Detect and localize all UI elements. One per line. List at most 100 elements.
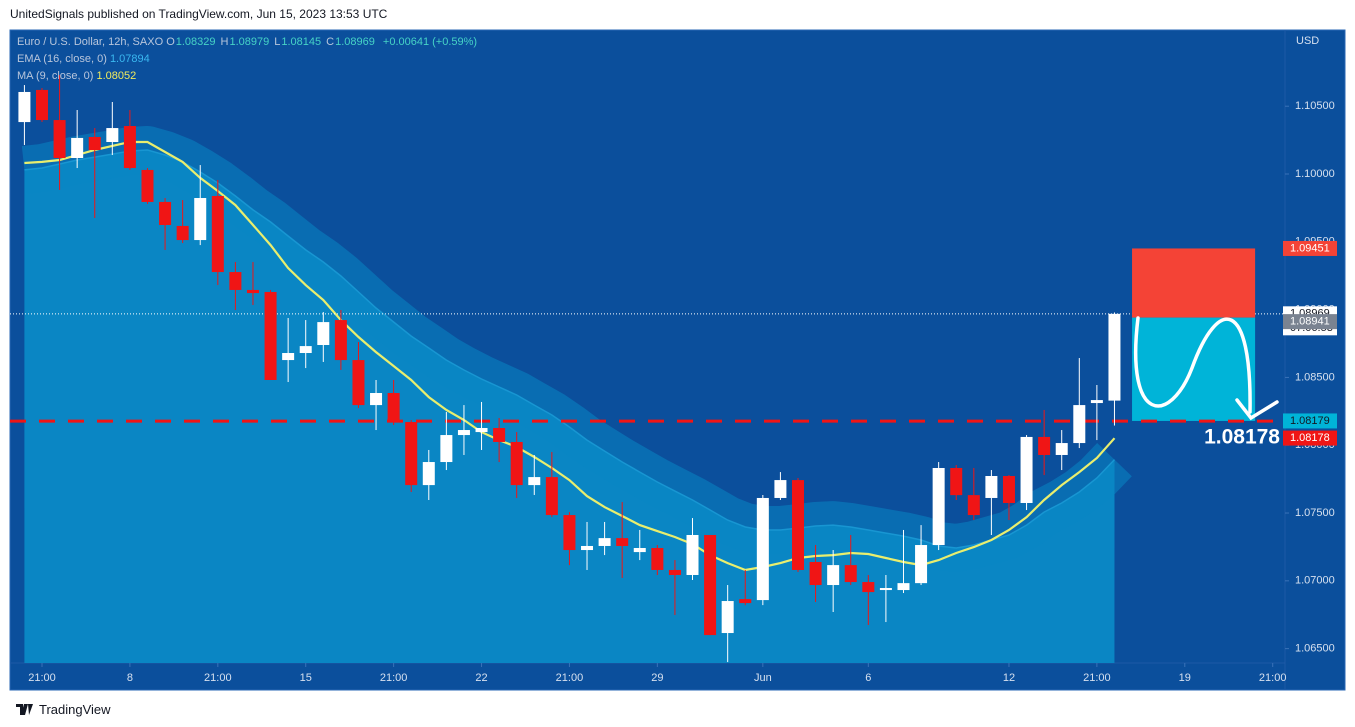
candle-body [18, 91, 31, 123]
x-tick-label: 21:00 [380, 672, 408, 684]
ohlc-value: 1.08329 [175, 36, 216, 48]
x-tick-label: 21:00 [28, 672, 56, 684]
candle-body [53, 120, 66, 159]
legend-ema-row: EMA (16, close, 0) 1.07894 [17, 51, 482, 68]
candle-body [176, 225, 189, 241]
stop-price-tag-bg [1283, 240, 1337, 256]
candle-body [370, 393, 383, 406]
ma-name: MA (9, close, 0) [17, 70, 94, 82]
candle-body [106, 128, 119, 143]
target-price-tag: 1.08179 [1290, 415, 1330, 427]
y-tick-label: 1.08500 [1295, 371, 1335, 383]
curve-arrow-head [1235, 398, 1279, 421]
stop-price-tag: 1.09451 [1290, 242, 1330, 254]
ohlc-values: O1.08329 H1.08979 L1.08145 C1.08969 [166, 36, 380, 48]
candle-body [352, 360, 365, 406]
candle-body [774, 480, 787, 498]
candle-body [1038, 436, 1051, 455]
legend-symbol-row: Euro / U.S. Dollar, 12h, SAXO O1.08329 H1… [17, 34, 482, 51]
candle-body [581, 545, 594, 551]
candle-body [282, 353, 295, 361]
candle-body [211, 195, 224, 273]
candle-body [827, 565, 840, 586]
candle-body [440, 435, 453, 463]
candle-body [264, 291, 277, 380]
candle-body [985, 476, 998, 498]
candle-body [862, 582, 875, 593]
ohlc-letter: O [166, 36, 175, 48]
candle-body [299, 346, 312, 354]
entry-price-tag-bg [1283, 314, 1337, 330]
candle-body [791, 480, 804, 570]
candle-body [915, 545, 928, 584]
candle-body [457, 430, 470, 436]
candle-body [686, 534, 699, 575]
candle-body [1090, 400, 1103, 404]
candle-body [739, 599, 752, 604]
candle-body [704, 534, 717, 636]
candle-body [633, 548, 646, 553]
chart: 1.065001.070001.075001.080001.085001.090… [9, 29, 1346, 691]
candle-body [668, 569, 681, 575]
candle-body [123, 126, 136, 169]
ema-last-value: 1.07894 [109, 53, 150, 65]
candle-body [510, 441, 523, 486]
curve-path [1133, 316, 1252, 414]
candle-body [405, 422, 418, 486]
candle-body [334, 320, 347, 361]
candle-body [879, 588, 892, 591]
candle-body [71, 137, 84, 159]
candle-body [246, 289, 259, 294]
level-label: 1.08178 [1204, 426, 1280, 449]
x-tick-label: 15 [300, 672, 312, 684]
ema-name: EMA (16, close, 0) [17, 53, 107, 65]
candle-body [563, 515, 576, 551]
candle-body [528, 477, 541, 486]
x-tick-label: 19 [1179, 672, 1191, 684]
candle-body [545, 477, 558, 516]
candle-body [616, 538, 629, 546]
level-price-tag: 1.08178 [1290, 432, 1330, 444]
x-tick-label: Jun [754, 672, 772, 684]
ohlc-value: 1.08969 [335, 36, 375, 48]
ma-line [24, 140, 1116, 572]
candle-body [1073, 405, 1086, 444]
candle-body [88, 136, 101, 151]
x-tick-label: 21:00 [556, 672, 584, 684]
level-price-tag-bg [1283, 430, 1337, 446]
price-axis-unit: USD [1296, 35, 1319, 47]
publisher-line: UnitedSignals published on TradingView.c… [10, 7, 388, 21]
x-tick-label: 29 [651, 672, 663, 684]
y-tick-label: 1.10000 [1295, 168, 1335, 180]
ohlc-letter: H [220, 36, 229, 48]
entry-price-tag: 1.08941 [1290, 316, 1330, 328]
candle-body [387, 393, 400, 423]
ohlc-letter: L [274, 36, 281, 48]
plot-area [10, 75, 1285, 663]
stop-zone [1132, 248, 1256, 318]
y-tick-label: 1.07000 [1295, 575, 1335, 587]
candle-body [932, 468, 945, 546]
candle-body [721, 601, 734, 634]
candle-body [897, 583, 910, 591]
candle-body [317, 322, 330, 346]
x-tick-label: 6 [865, 672, 871, 684]
ma-last-value: 1.08052 [96, 70, 137, 82]
ohlc-value: 1.08979 [229, 36, 270, 48]
x-tick-label: 22 [475, 672, 487, 684]
x-tick-label: 21:00 [204, 672, 232, 684]
candle-body [1055, 443, 1068, 455]
candle-body [598, 538, 611, 546]
candle-body [194, 198, 207, 241]
candle-body [1108, 313, 1121, 401]
footer-brand: TradingView [16, 702, 111, 717]
y-tick-label: 1.10500 [1295, 100, 1335, 112]
candle-body [141, 169, 154, 202]
candle-body [651, 548, 664, 570]
candle-body [1020, 436, 1033, 503]
ohlc-letter: C [326, 36, 335, 48]
brand-logo [16, 704, 33, 715]
y-tick-label: 1.06500 [1295, 643, 1335, 655]
change-value: +0.00641 (+0.59%) [382, 36, 478, 48]
